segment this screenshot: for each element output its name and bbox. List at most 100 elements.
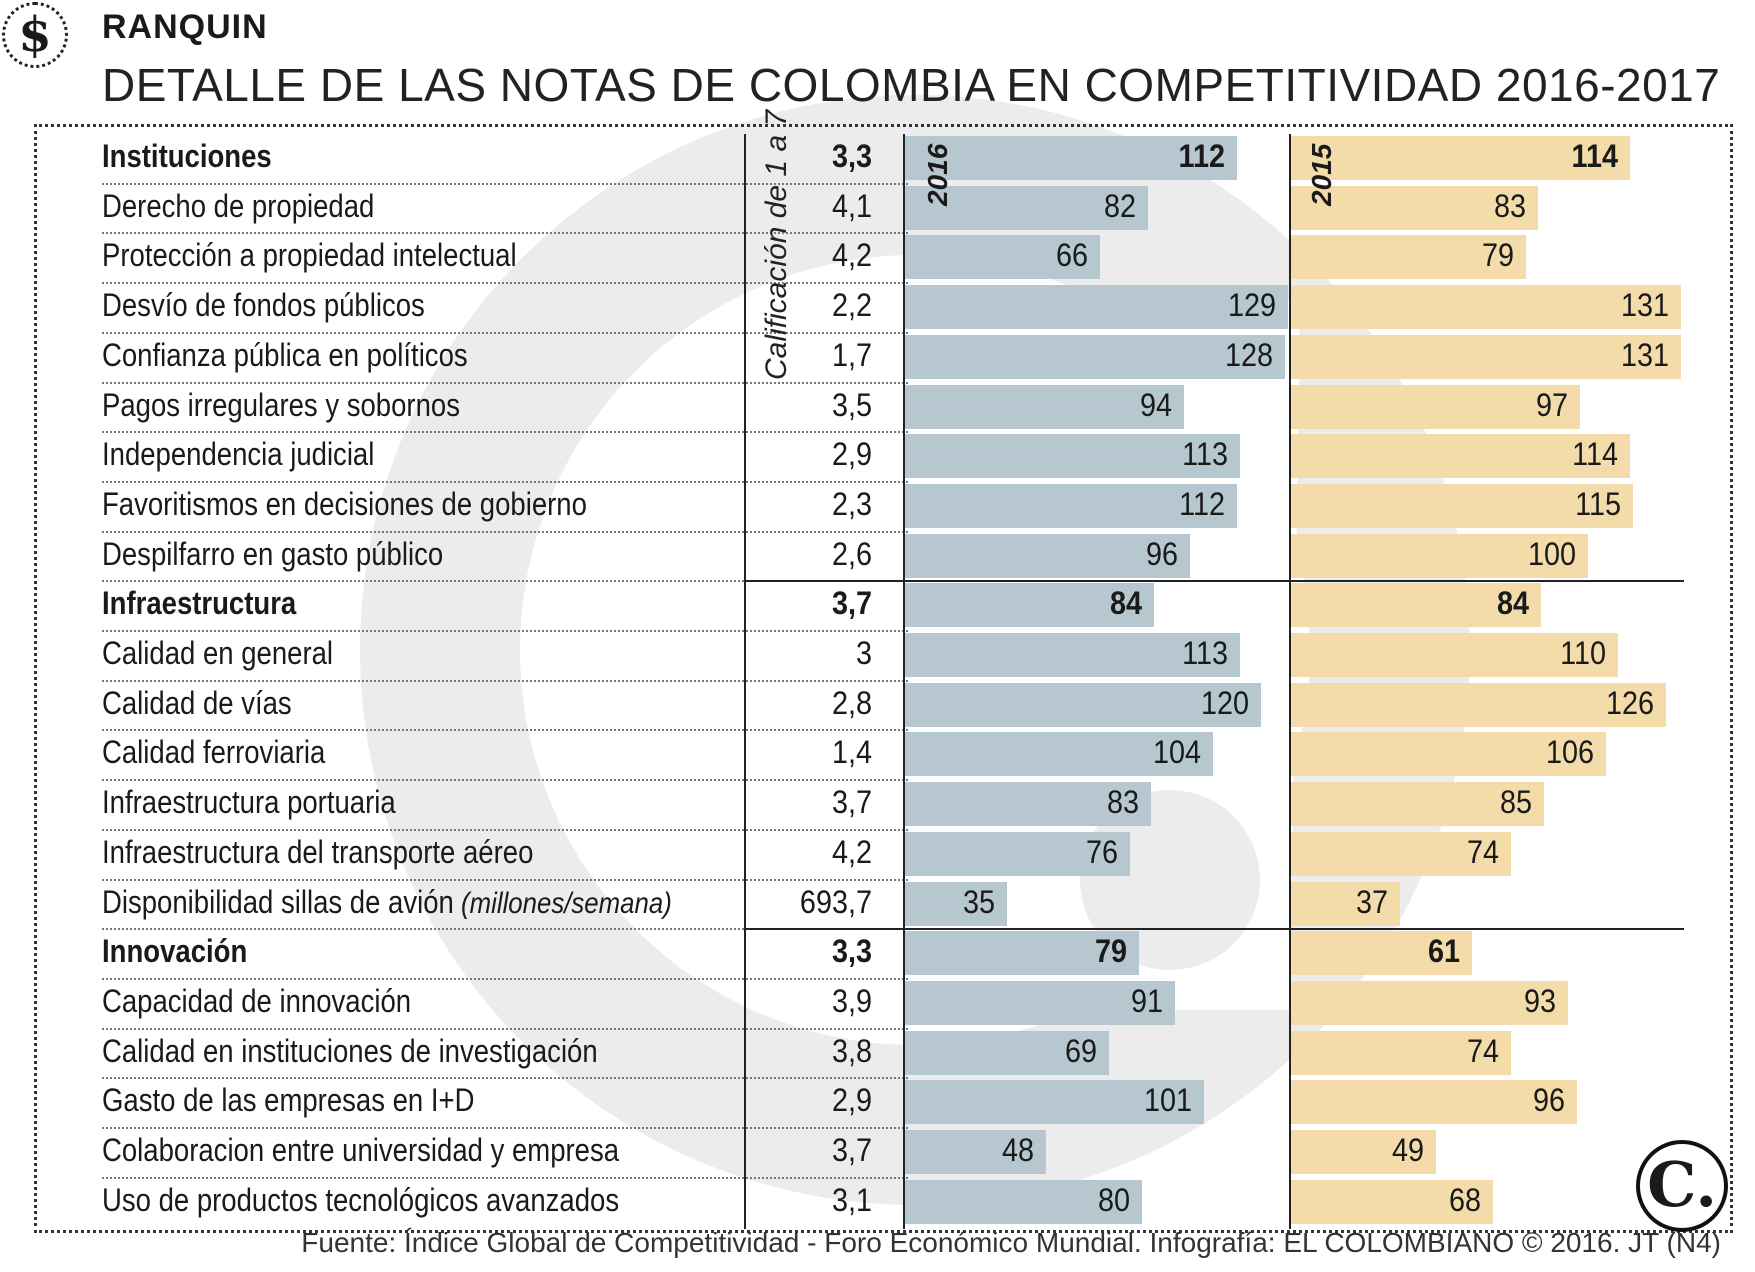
bar-2016 — [903, 185, 1148, 230]
bar-2015 — [1290, 980, 1568, 1025]
value-label-2016: 83 — [1106, 784, 1139, 821]
label-text: Calidad en general — [102, 635, 334, 671]
value-label-2015: 131 — [1620, 287, 1669, 324]
indicator-label: Independencia judicial — [102, 436, 374, 473]
value-label-2015: 49 — [1392, 1132, 1425, 1168]
chart-frame — [34, 124, 1733, 1233]
bars-2016-axis — [903, 134, 905, 1230]
label-text: Infraestructura — [102, 585, 297, 622]
indicator-label: Desvío de fondos públicos — [102, 287, 425, 324]
bar-2016 — [903, 931, 1139, 976]
value-label-2016: 120 — [1201, 684, 1250, 721]
bar-2016 — [903, 682, 1262, 727]
row-divider — [102, 580, 744, 583]
bar-2015 — [1290, 633, 1619, 677]
row-divider — [102, 630, 908, 632]
category-label: Instituciones — [102, 138, 272, 175]
bars-2015-axis — [1289, 134, 1291, 1230]
score-value: 3,5 — [831, 386, 872, 423]
score-value: 2,9 — [831, 436, 872, 473]
score-value: 3,1 — [831, 1181, 872, 1218]
bar-2015 — [1290, 682, 1667, 727]
score-value: 3,7 — [831, 1132, 872, 1168]
category-label: Innovación — [102, 933, 247, 970]
row-divider — [102, 331, 908, 334]
score-value: 3,7 — [831, 784, 872, 821]
value-label-2015: 131 — [1620, 336, 1669, 373]
row-divider — [102, 232, 908, 235]
label-text: Calidad de vías — [102, 684, 292, 721]
bar-2015 — [1290, 334, 1681, 379]
bar-2015 — [1290, 931, 1473, 976]
row-divider — [102, 431, 908, 434]
label-text: Independencia judicial — [102, 436, 375, 473]
value-label-2015: 85 — [1499, 784, 1532, 821]
page-title: DETALLE DE LAS NOTAS DE COLOMBIA EN COMP… — [102, 59, 1721, 111]
value-label-2015: 114 — [1571, 138, 1619, 174]
bar-2016 — [903, 583, 1154, 628]
label-text: Instituciones — [102, 138, 272, 174]
row-divider — [102, 729, 908, 732]
value-label-2016: 113 — [1182, 635, 1229, 671]
label-text: Confianza pública en políticos — [102, 336, 468, 373]
label-text: Infraestructura portuaria — [102, 784, 396, 821]
value-label-2016: 69 — [1064, 1032, 1097, 1069]
value-label-2016: 79 — [1094, 933, 1127, 970]
bar-2015 — [1290, 831, 1511, 876]
value-label-2016: 96 — [1145, 535, 1178, 572]
row-divider — [102, 928, 744, 931]
score-value: 2,2 — [831, 287, 872, 324]
value-label-2016: 101 — [1144, 1082, 1193, 1119]
score-value: 3 — [855, 635, 872, 671]
section-title: RANQUIN — [102, 8, 268, 46]
indicator-label: Favoritismos en decisiones de gobierno — [102, 486, 587, 523]
bar-2015 — [1290, 185, 1538, 230]
value-label-2015: 115 — [1575, 485, 1622, 522]
bar-2016 — [903, 1179, 1142, 1224]
row-divider — [102, 1127, 908, 1129]
score-value: 3,9 — [831, 982, 872, 1019]
value-label-2016: 66 — [1055, 237, 1088, 274]
row-divider — [102, 828, 908, 831]
label-text: Protección a propiedad intelectual — [102, 237, 517, 274]
bar-2016 — [903, 136, 1238, 180]
value-label-2015: 114 — [1572, 436, 1619, 473]
scale-label: Calificación de 1 a 7 — [760, 109, 793, 380]
row-divider — [102, 1077, 908, 1080]
indicator-label: Capacidad de innovación — [102, 983, 411, 1020]
bar-2015 — [1290, 583, 1541, 628]
bar-2016 — [903, 483, 1238, 528]
label-text: Infraestructura del transporte aéreo — [102, 833, 534, 870]
bar-2016 — [903, 533, 1190, 578]
row-divider — [102, 1176, 908, 1179]
indicator-label: Colaboracion entre universidad y empresa — [102, 1132, 619, 1169]
bar-2015 — [1290, 1179, 1493, 1224]
bar-2016 — [903, 732, 1214, 777]
bar-2016 — [903, 831, 1130, 876]
series-label-2015: 2015 — [1306, 143, 1337, 206]
value-label-2015: 96 — [1532, 1082, 1565, 1119]
label-text: Innovación — [102, 933, 248, 970]
bar-2015 — [1290, 732, 1607, 777]
label-text: Gasto de las empresas en I+D — [102, 1082, 475, 1119]
indicator-label: Derecho de propiedad — [102, 188, 374, 225]
indicator-label: Disponibilidad sillas de avión (millones… — [102, 884, 672, 921]
label-text: Calidad en instituciones de investigació… — [102, 1032, 598, 1069]
score-column-divider — [744, 134, 746, 1230]
indicator-label: Infraestructura del transporte aéreo — [102, 834, 533, 871]
label-text: Colaboracion entre universidad y empresa — [102, 1132, 620, 1168]
row-divider — [102, 878, 908, 881]
bar-2015 — [1290, 533, 1589, 578]
bar-2015 — [1290, 434, 1631, 479]
indicator-label: Despilfarro en gasto público — [102, 536, 443, 573]
value-label-2016: 112 — [1178, 138, 1226, 174]
source-note: Fuente: Índice Global de Competitividad … — [301, 1227, 1721, 1258]
label-text: Desvío de fondos públicos — [102, 287, 425, 324]
row-divider — [102, 977, 908, 980]
bar-2015 — [1290, 1080, 1577, 1125]
bar-2016 — [903, 980, 1175, 1025]
value-label-2016: 82 — [1103, 187, 1136, 224]
value-label-2016: 80 — [1097, 1181, 1130, 1218]
value-label-2015: 126 — [1606, 684, 1655, 721]
value-label-2015: 74 — [1466, 1032, 1499, 1069]
